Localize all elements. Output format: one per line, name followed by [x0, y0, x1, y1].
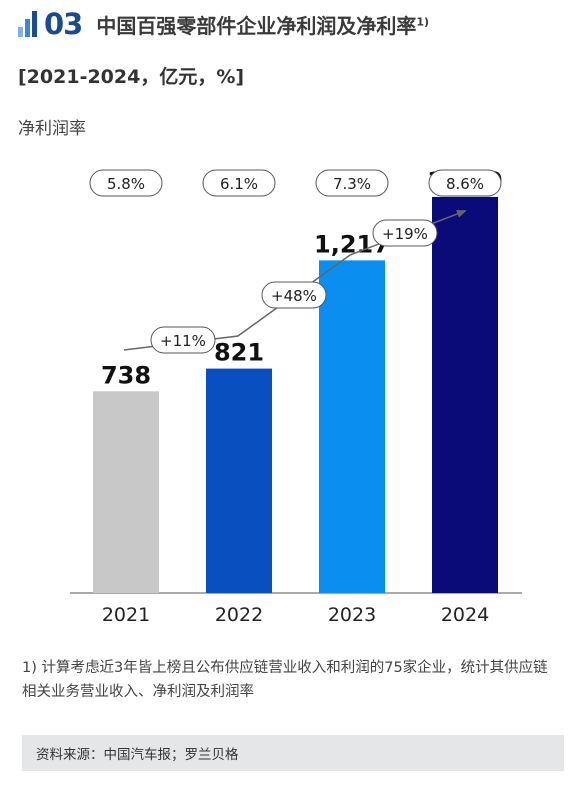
bar-chart-icon	[18, 11, 38, 37]
figure-title: 中国百强零部件企业净利润及净利率1)	[96, 10, 429, 39]
bar-2022	[206, 368, 272, 593]
figure-title-text: 中国百强零部件企业净利润及净利率	[96, 13, 417, 38]
growth-pill-1	[150, 326, 216, 354]
growth-pill-2	[261, 281, 327, 309]
growth-label-3: +19%	[382, 225, 428, 243]
footnote: 1) 计算考虑近3年皆上榜且公布供应链营业收入和利润的75家企业，统计其供应链相…	[22, 660, 548, 700]
figure-header: 03 中国百强零部件企业净利润及净利率1)	[18, 6, 429, 42]
source-bar: 资料来源：中国汽车报；罗兰贝格	[22, 735, 564, 771]
value-label-2022: 821	[214, 339, 264, 367]
title-footnote-mark: 1)	[416, 14, 430, 28]
net-margin-label-2021: 5.8%	[107, 175, 145, 193]
net-margin-label-2024: 8.6%	[446, 175, 484, 193]
x-tick-label-2022: 2022	[215, 604, 263, 626]
net-margin-pill-2024	[428, 169, 502, 197]
units-label: [2021-2024，亿元，%]	[18, 66, 245, 88]
growth-pill-3	[372, 219, 438, 247]
growth-label-1: +11%	[160, 332, 206, 350]
net-margin-pill-2023	[315, 169, 389, 197]
x-tick-label-2023: 2023	[328, 604, 376, 626]
bar-chart: 738202182120221,21720231,44920245.8%6.1%…	[70, 167, 522, 626]
net-margin-label-2023: 7.3%	[333, 175, 371, 193]
bar-2024	[432, 196, 498, 593]
metric-label: 净利润率	[18, 119, 86, 139]
net-margin-label-2022: 6.1%	[220, 175, 258, 193]
bar-2023	[319, 260, 385, 593]
value-label-2021: 738	[101, 361, 151, 389]
figure-number: 03	[44, 7, 83, 41]
x-tick-label-2024: 2024	[441, 604, 489, 626]
net-margin-pill-2021	[89, 169, 163, 197]
growth-label-2: +48%	[271, 287, 317, 305]
source-text: 资料来源：中国汽车报；罗兰贝格	[36, 747, 239, 763]
bar-2021	[93, 391, 159, 593]
x-tick-label-2021: 2021	[102, 604, 150, 626]
net-margin-pill-2022	[202, 169, 276, 197]
